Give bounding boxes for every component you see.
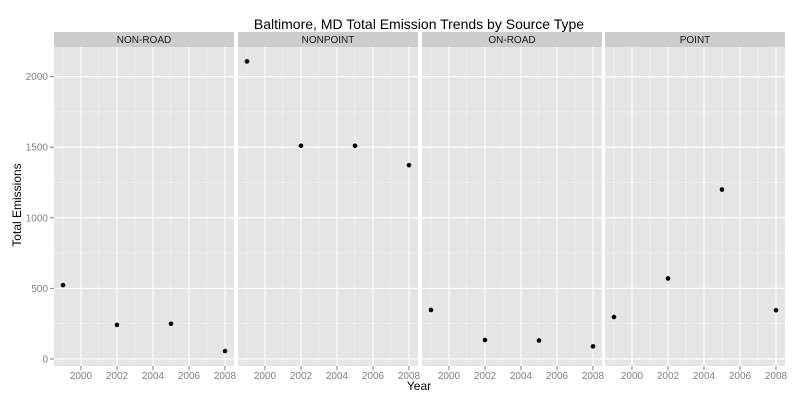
x-tick-label: 2000 [254, 371, 277, 382]
facet-strip-label: ON-ROAD [488, 35, 535, 46]
x-tick-label: 2002 [474, 371, 497, 382]
data-point [773, 307, 779, 313]
x-tick-label: 2002 [106, 371, 129, 382]
y-tick-label: 2000 [26, 72, 49, 83]
facet-strip [54, 32, 234, 47]
data-point [406, 162, 412, 168]
data-point [611, 314, 617, 320]
x-tick-label: 2008 [765, 371, 788, 382]
x-tick-label: 2004 [142, 371, 165, 382]
x-tick-label: 2000 [438, 371, 461, 382]
facet-panel-background [605, 47, 785, 366]
facet-strip [605, 32, 785, 47]
facet-strip-label: NONPOINT [302, 35, 355, 46]
y-tick-label: 1500 [26, 143, 49, 154]
y-tick-label: 0 [42, 354, 48, 365]
facet-panels: NON-ROAD 2000 2002 2004 2006 2008 NONPOINT 2000… [54, 32, 788, 382]
x-tick-label: 2006 [546, 371, 569, 382]
data-point [60, 282, 66, 288]
facet-panel-background [422, 47, 602, 366]
x-tick-label: 2006 [729, 371, 752, 382]
data-point [482, 337, 488, 343]
data-point [298, 143, 304, 149]
x-tick-label: 2004 [693, 371, 716, 382]
x-tick-label: 2002 [657, 371, 680, 382]
data-point [114, 322, 120, 328]
facet-strip [238, 32, 418, 47]
data-point [719, 187, 725, 192]
facet-point: POINT 2000 2002 2004 2006 2008 [605, 32, 788, 382]
facet-nonpoint: NONPOINT 2000 2002 2004 2006 2008 [238, 32, 421, 382]
facet-panel-background [54, 47, 234, 366]
y-axis: 0 500 1000 1500 2000 [26, 72, 54, 365]
data-point [168, 321, 174, 327]
x-tick-label: 2006 [178, 371, 201, 382]
data-point [665, 276, 671, 281]
data-point [590, 344, 596, 349]
x-tick-label: 2004 [326, 371, 349, 382]
x-tick-label: 2000 [621, 371, 644, 382]
facet-non-road: NON-ROAD 2000 2002 2004 2006 2008 [54, 32, 237, 382]
y-tick-label: 1000 [26, 213, 49, 224]
facet-strip-label: POINT [680, 35, 711, 46]
facet-strip-label: NON-ROAD [117, 35, 171, 46]
data-point [536, 338, 542, 343]
y-axis-title: Total Emissions [10, 163, 24, 246]
data-point [222, 348, 228, 354]
x-tick-label: 2000 [70, 371, 93, 382]
x-tick-label: 2002 [290, 371, 313, 382]
facet-strip [422, 32, 602, 47]
x-tick-label: 2006 [362, 371, 385, 382]
x-tick-label: 2008 [398, 371, 421, 382]
chart-title: Baltimore, MD Total Emission Trends by S… [254, 16, 584, 32]
x-axis-title: Year [407, 379, 431, 393]
data-point [428, 307, 434, 313]
data-point [244, 59, 250, 64]
x-tick-label: 2004 [510, 371, 533, 382]
y-tick-label: 500 [31, 284, 48, 295]
facet-panel-background [238, 47, 418, 366]
data-point [352, 143, 358, 149]
x-tick-label: 2008 [214, 371, 237, 382]
facet-on-road: ON-ROAD 2000 2002 2004 2006 2008 [422, 32, 605, 382]
x-tick-label: 2008 [582, 371, 605, 382]
